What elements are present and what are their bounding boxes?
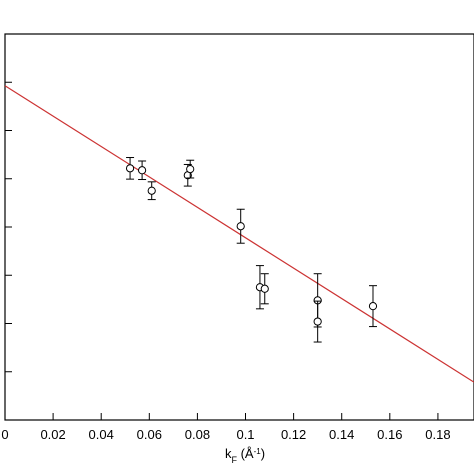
x-label-subscript: F [231, 455, 237, 465]
x-tick-label: 0 [1, 427, 8, 442]
fit-line-group [4, 85, 474, 383]
data-point [147, 181, 156, 201]
y-axis-ticks [5, 81, 12, 373]
x-tick-label: 0.16 [377, 427, 402, 442]
point-marker [368, 302, 378, 311]
fit-line [4, 85, 474, 383]
x-tick-label: 0.06 [137, 427, 162, 442]
data-point [125, 157, 135, 180]
data-point [368, 285, 378, 328]
data-points [125, 157, 378, 343]
data-point [236, 208, 245, 244]
point-marker [186, 165, 195, 174]
point-marker [260, 284, 269, 293]
point-marker [137, 166, 147, 175]
x-tick-label: 0.12 [281, 427, 306, 442]
x-tick-label: 0.1 [236, 427, 254, 442]
point-marker [125, 164, 135, 173]
x-tick-label: 0.18 [425, 427, 450, 442]
data-point [313, 300, 322, 343]
x-tick-label: 0.08 [185, 427, 210, 442]
data-point [260, 273, 269, 305]
x-label-close: ) [261, 446, 265, 461]
x-tick-label: 0.04 [89, 427, 114, 442]
x-label-main: k [225, 446, 232, 461]
x-axis-label: kF (Å-1) [225, 446, 265, 465]
point-marker [147, 186, 156, 195]
point-marker [236, 222, 245, 231]
data-point [137, 160, 147, 181]
x-axis-tick-labels: 0 0.02 0.04 0.06 0.08 0.1 0.12 0.14 0.16 0.18 [1, 427, 450, 442]
x-axis-ticks [4, 413, 439, 420]
x-label-superscript: -1 [254, 447, 262, 456]
x-label-unit: (Å [237, 446, 254, 461]
x-tick-label: 0.02 [40, 427, 65, 442]
point-marker [313, 317, 322, 326]
data-point [186, 159, 195, 179]
x-tick-label: 0.14 [329, 427, 354, 442]
